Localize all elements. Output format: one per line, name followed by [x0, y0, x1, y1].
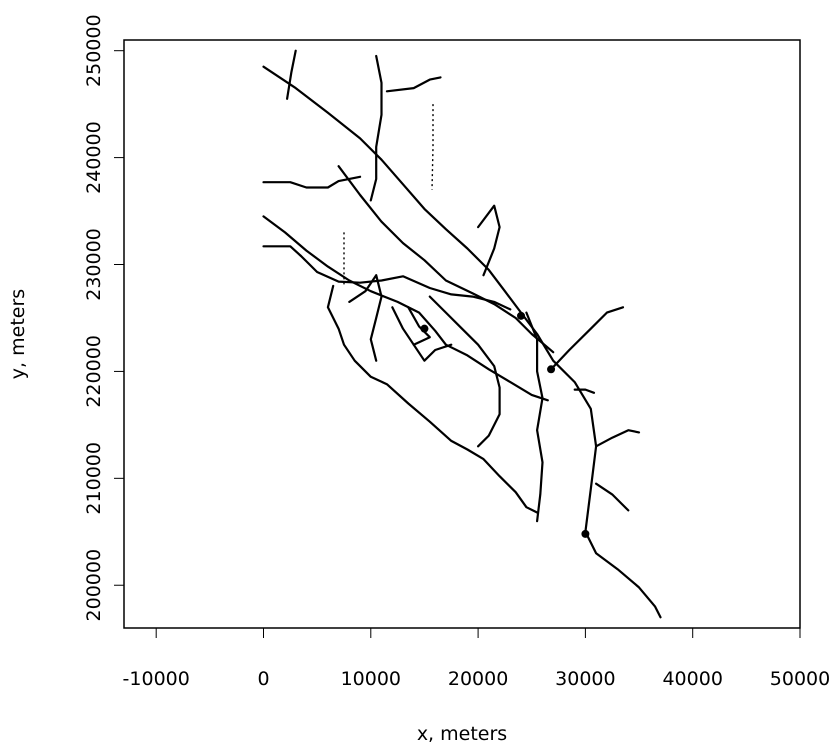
- road-line-12: [550, 306, 625, 371]
- road-line-17: [391, 306, 453, 362]
- road-line-16: [348, 274, 383, 362]
- road-line-0: [262, 65, 662, 619]
- road-line-13: [573, 388, 596, 394]
- x-axis: -10000 0 10000 20000 30000 40000 50000: [123, 627, 830, 690]
- x-tick-label: 10000: [341, 668, 401, 690]
- y-axis-label: y, meters: [7, 289, 29, 379]
- y-tick-label: 220000: [83, 335, 105, 408]
- road-line-2: [337, 165, 555, 354]
- x-tick-label: 0: [257, 668, 269, 690]
- x-tick-label: 40000: [662, 668, 722, 690]
- road-line-9: [477, 204, 501, 277]
- y-tick-label: 230000: [83, 228, 105, 301]
- road-line-15: [595, 482, 630, 512]
- y-tick-label: 210000: [83, 442, 105, 515]
- road-line-10: [428, 295, 501, 448]
- plot-frame: [123, 39, 801, 629]
- road-line-3: [286, 49, 297, 100]
- road-line-4: [369, 54, 383, 202]
- x-tick-label: 50000: [770, 668, 830, 690]
- road-line-7: [262, 245, 512, 311]
- junction-dot-0: [420, 324, 429, 333]
- series-layer: [262, 49, 662, 619]
- junction-dot-2: [547, 365, 556, 374]
- road-line-5: [385, 76, 442, 93]
- y-tick-label: 250000: [83, 14, 105, 87]
- y-tick-label: 200000: [83, 549, 105, 622]
- x-tick-label: 30000: [555, 668, 615, 690]
- road-line-6: [262, 175, 362, 189]
- road-line-8: [326, 284, 539, 514]
- x-axis-label: x, meters: [417, 723, 507, 745]
- road-line-1: [262, 215, 549, 402]
- junction-dot-1: [517, 311, 526, 320]
- y-tick-label: 240000: [83, 121, 105, 194]
- road-line-11: [525, 311, 544, 523]
- x-tick-label: 20000: [448, 668, 508, 690]
- junction-dot-3: [581, 529, 590, 538]
- x-tick-label: -10000: [123, 668, 190, 690]
- dotted-road-line-0: [431, 104, 434, 190]
- road-line-14: [595, 429, 641, 448]
- y-axis: 200000 210000 220000 230000 240000 250000: [83, 14, 125, 622]
